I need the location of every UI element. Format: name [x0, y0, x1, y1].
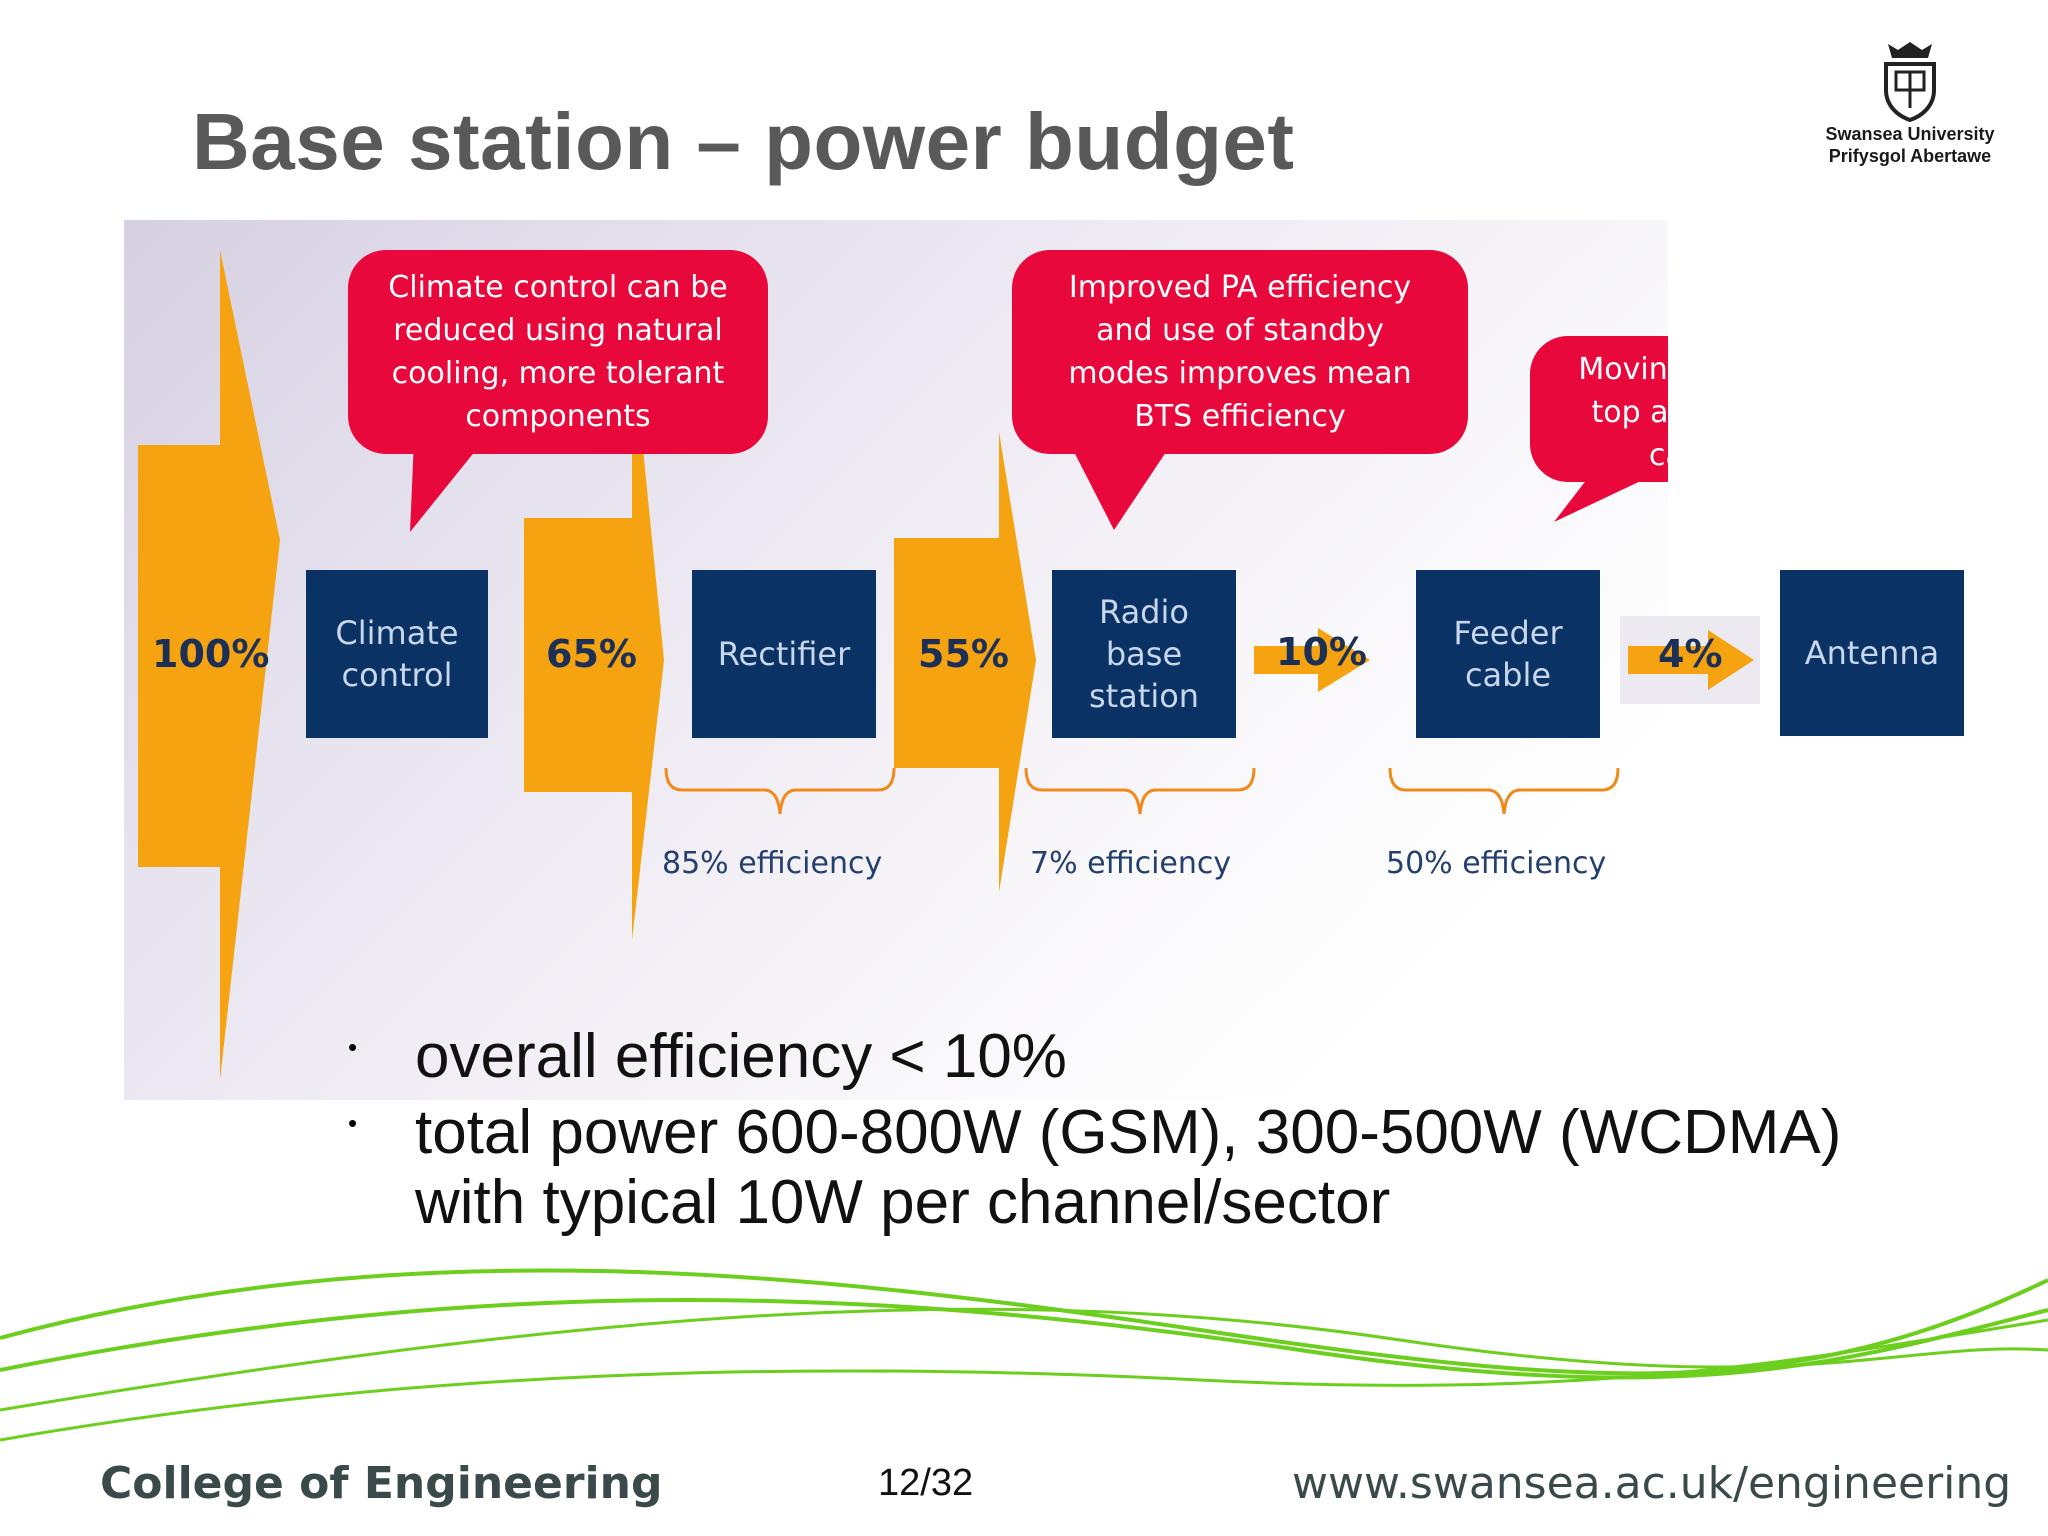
percent-100: 100% [152, 632, 270, 676]
green-wave-decoration [0, 1268, 2048, 1442]
percent-4: 4% [1658, 632, 1723, 676]
flow-arrow-10 [1254, 628, 1370, 692]
percent-55: 55% [918, 632, 1009, 676]
efficiency-brace-1 [664, 767, 896, 815]
box-feeder-cable: Feeder cable [1416, 570, 1600, 738]
efficiency-brace-2 [1024, 767, 1256, 815]
box-radio-base-station: Radio base station [1052, 570, 1236, 738]
bullet-item: • overall efficiency < 10% [340, 1022, 1980, 1092]
callout-pa-efficiency: Improved PA efficiency and use of standb… [1068, 270, 1412, 434]
slide-title: Base station – power budget [192, 97, 1295, 186]
callout-climate-control: Climate control can be reduced using nat… [388, 270, 728, 434]
box-antenna: Antenna [1780, 570, 1964, 736]
bullet-list: • overall efficiency < 10% • total power… [340, 1022, 1980, 1244]
footer-college: College of Engineering [100, 1458, 663, 1509]
callout-shape-1 [348, 250, 768, 532]
power-budget-diagram: 100% 65% 55% 10% 4% Climate control Rect… [124, 220, 1964, 1100]
flow-arrow-100 [138, 250, 280, 1080]
callout-tower-top: Moving PA to tower top avoids feeder cab… [1578, 352, 1868, 473]
box-rectifier: Rectifier [692, 570, 876, 738]
flow-arrow-55 [894, 432, 1036, 892]
bullet-dot-icon: • [348, 1032, 358, 1062]
percent-65: 65% [546, 632, 637, 676]
percent-10: 10% [1276, 630, 1367, 674]
callout-shape-2 [1012, 250, 1468, 530]
logo-text-welsh: Prifysgol Abertawe [1828, 146, 1992, 166]
diagram-shapes [138, 250, 1668, 1080]
bullet-dot-icon: • [348, 1108, 358, 1138]
bullet-text: total power 600-800W (GSM), 300-500W (WC… [415, 1098, 1842, 1237]
bullet-item: • total power 600-800W (GSM), 300-500W (… [340, 1098, 1980, 1238]
box-climate-control: Climate control [306, 570, 488, 738]
efficiency-radio-base-station: 7% efficiency [1030, 846, 1232, 881]
bullet-text: overall efficiency < 10% [415, 1022, 1067, 1091]
page-number: 12/32 [878, 1462, 974, 1504]
efficiency-rectifier: 85% efficiency [662, 846, 883, 881]
flow-arrow-4 [1620, 616, 1760, 704]
flow-arrow-65 [524, 338, 664, 940]
crest-icon [1884, 42, 1936, 122]
university-logo: Swansea University Prifysgol Abertawe [1800, 38, 2020, 178]
efficiency-brace-3 [1388, 767, 1620, 815]
logo-text-english: Swansea University [1825, 124, 1995, 144]
callout-shape-3 [1530, 336, 1668, 522]
efficiency-feeder-cable: 50% efficiency [1386, 846, 1607, 881]
footer-url: www.swansea.ac.uk/engineering [1292, 1458, 2012, 1509]
